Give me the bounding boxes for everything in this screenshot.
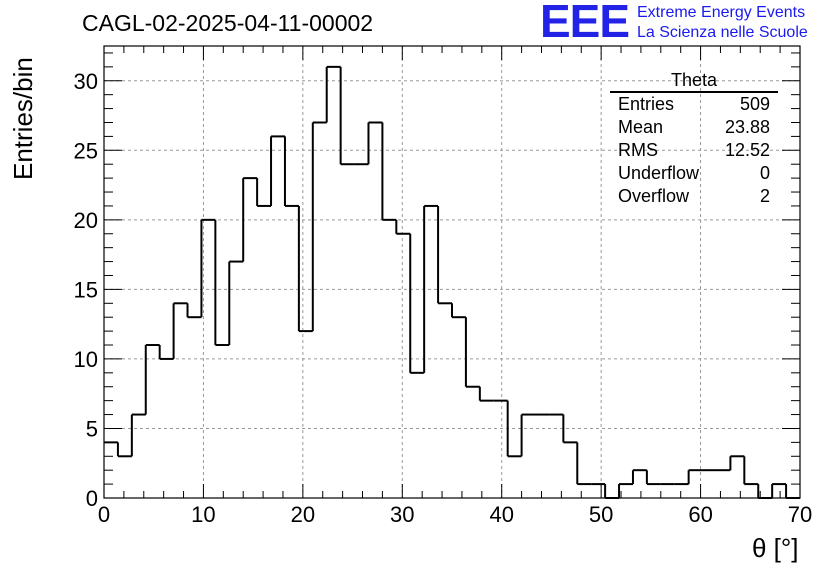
stats-value: 509 bbox=[739, 94, 770, 114]
stats-title: Theta bbox=[610, 70, 778, 93]
stats-box: Theta Entries 509 Mean 23.88 RMS 12.52 U… bbox=[610, 70, 778, 208]
y-tick-label: 25 bbox=[74, 138, 98, 163]
stats-value: 0 bbox=[759, 163, 770, 183]
stats-row-underflow: Underflow 0 bbox=[610, 162, 778, 185]
x-tick-label: 20 bbox=[291, 502, 315, 527]
x-tick-label: 50 bbox=[589, 502, 613, 527]
stats-row-rms: RMS 12.52 bbox=[610, 139, 778, 162]
stats-label: Entries bbox=[618, 94, 675, 114]
x-tick-label: 40 bbox=[489, 502, 513, 527]
eee-logo: EEE bbox=[540, 0, 630, 47]
y-tick-label: 0 bbox=[86, 486, 98, 511]
x-tick-label: 70 bbox=[788, 502, 812, 527]
stats-label: RMS bbox=[618, 140, 658, 160]
histogram-bins bbox=[104, 65, 800, 499]
y-tick-label: 10 bbox=[74, 347, 98, 372]
stats-value: 2 bbox=[759, 186, 770, 206]
stats-label: Mean bbox=[618, 117, 664, 137]
y-tick-label: 20 bbox=[74, 208, 98, 233]
x-axis-label: θ [°] bbox=[752, 533, 799, 563]
stats-row-mean: Mean 23.88 bbox=[610, 116, 778, 139]
logo-caption-line1: Extreme Energy Events bbox=[637, 4, 806, 21]
logo-caption: Extreme Energy Events La Scienza nelle S… bbox=[637, 3, 808, 43]
plot-frame bbox=[103, 45, 801, 499]
stats-label: Underflow bbox=[618, 163, 700, 183]
y-tick-label: 15 bbox=[74, 277, 98, 302]
x-tick-label: 30 bbox=[390, 502, 414, 527]
x-tick-label: 0 bbox=[98, 502, 110, 527]
plot-axes bbox=[103, 45, 801, 499]
grid-lines bbox=[104, 46, 800, 498]
stats-label: Overflow bbox=[618, 186, 690, 206]
stats-value: 12.52 bbox=[724, 140, 770, 160]
stats-row-entries: Entries 509 bbox=[610, 93, 778, 116]
y-axis-label: Entries/bin bbox=[8, 57, 38, 180]
stats-row-overflow: Overflow 2 bbox=[610, 185, 778, 208]
stats-value: 23.88 bbox=[724, 117, 770, 137]
logo-caption-line2: La Scienza nelle Scuole bbox=[637, 24, 808, 41]
y-tick-label: 30 bbox=[74, 69, 98, 94]
chart-title: CAGL-02-2025-04-11-00002 bbox=[82, 10, 374, 36]
y-tick-label: 5 bbox=[86, 416, 98, 441]
axis-ticks bbox=[103, 46, 801, 499]
x-tick-label: 10 bbox=[191, 502, 215, 527]
x-tick-label: 60 bbox=[688, 502, 712, 527]
